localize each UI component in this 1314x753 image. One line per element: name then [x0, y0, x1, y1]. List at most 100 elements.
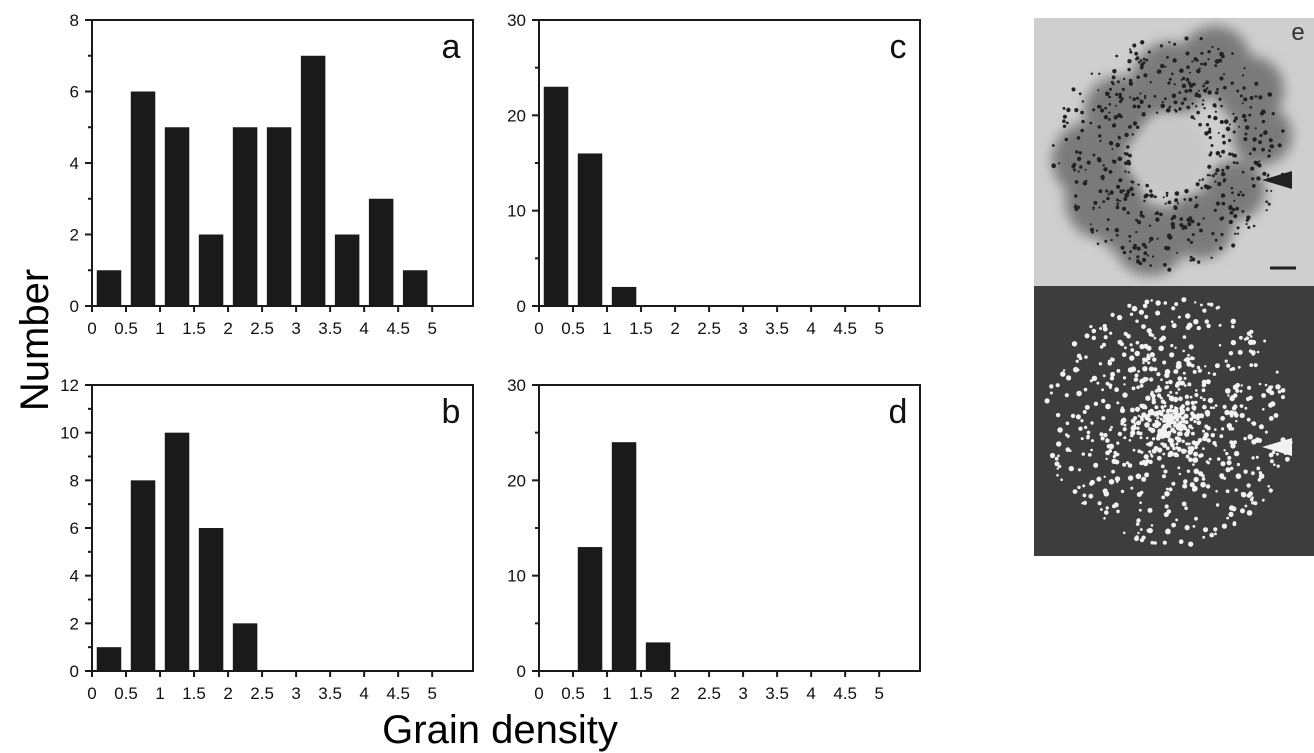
x-tick-label: 2.5 — [697, 319, 721, 338]
bar — [130, 480, 156, 671]
y-tick-label: 0 — [70, 662, 79, 681]
chart-panel-d: 0 10 20 30 0 0.5 1 1.5 2 2.5 3 3.5 4 4.5 5 d — [507, 376, 921, 703]
panel-label: d — [889, 393, 908, 431]
x-tick-label: 2.5 — [250, 319, 274, 338]
x-axis-label: Grain density — [382, 708, 618, 752]
y-tick-label: 8 — [70, 471, 79, 490]
bar — [577, 547, 603, 671]
x-tick-label: 4 — [359, 684, 368, 703]
x-tick-label: 1.5 — [629, 319, 653, 338]
y-tick-label: 0 — [517, 662, 526, 681]
y-tick-label: 6 — [70, 83, 79, 102]
bar — [300, 55, 326, 306]
x-tick-label: 4.5 — [386, 319, 410, 338]
micrograph-panel-e: e — [1034, 18, 1314, 556]
x-tick-label: 3.5 — [765, 684, 789, 703]
x-tick-label: 0 — [534, 319, 543, 338]
arrowhead-icon — [1262, 171, 1292, 189]
y-tick-label: 20 — [507, 471, 526, 490]
x-tick-label: 1.5 — [629, 684, 653, 703]
x-tick-label: 3 — [291, 319, 300, 338]
x-tick-label: 2 — [670, 319, 679, 338]
bar — [198, 528, 224, 671]
x-tick-label: 3 — [738, 684, 747, 703]
bar — [232, 623, 258, 671]
y-tick-label: 8 — [70, 11, 79, 30]
y-tick-label: 30 — [507, 376, 526, 395]
x-tick-label: 5 — [427, 684, 436, 703]
chart-panel-a: 0 2 4 6 8 0 0.5 1 1.5 2 2.5 3 3.5 4 4.5 5 a — [70, 11, 474, 338]
panel-label: c — [890, 28, 907, 66]
chart-panel-b: 0 2 4 6 8 10 12 0 0.5 1 1.5 2 2.5 3 3.5 4 4.5 5 b — [60, 376, 474, 703]
chart-panel-c: 0 10 20 30 0 0.5 1 1.5 2 2.5 3 3.5 4 4.5 5 c — [507, 11, 921, 338]
x-tick-label: 0.5 — [561, 684, 585, 703]
bar — [611, 286, 637, 306]
panel-label: b — [442, 393, 461, 431]
x-tick-label: 4.5 — [833, 319, 857, 338]
bar — [645, 642, 671, 671]
y-tick-label: 4 — [70, 567, 79, 586]
x-tick-label: 0.5 — [114, 319, 138, 338]
y-tick-label: 12 — [60, 376, 79, 395]
y-tick-label: 10 — [60, 424, 79, 443]
bar — [368, 198, 394, 306]
x-tick-label: 2.5 — [697, 684, 721, 703]
x-tick-label: 1 — [155, 319, 164, 338]
x-tick-label: 0.5 — [561, 319, 585, 338]
bar — [198, 234, 224, 306]
bar — [334, 234, 360, 306]
x-tick-label: 0 — [87, 684, 96, 703]
x-tick-label: 4.5 — [386, 684, 410, 703]
bar — [232, 127, 258, 306]
x-tick-label: 1 — [602, 684, 611, 703]
x-tick-label: 0 — [87, 319, 96, 338]
y-tick-label: 2 — [70, 226, 79, 245]
x-tick-label: 3.5 — [318, 684, 342, 703]
x-tick-label: 5 — [427, 319, 436, 338]
x-tick-label: 3.5 — [318, 319, 342, 338]
x-tick-label: 2 — [223, 684, 232, 703]
x-tick-label: 5 — [874, 684, 883, 703]
micrograph-label-e: e — [1291, 19, 1304, 46]
y-tick-label: 6 — [70, 519, 79, 538]
x-tick-label: 1 — [602, 319, 611, 338]
bar — [164, 432, 190, 671]
y-tick-label: 2 — [70, 614, 79, 633]
x-tick-label: 4.5 — [833, 684, 857, 703]
x-tick-label: 5 — [874, 319, 883, 338]
bar — [96, 270, 122, 306]
x-tick-label: 3 — [738, 319, 747, 338]
bar — [577, 153, 603, 306]
y-tick-label: 4 — [70, 154, 79, 173]
x-tick-label: 1.5 — [182, 319, 206, 338]
bar — [164, 127, 190, 306]
x-tick-label: 2 — [223, 319, 232, 338]
y-tick-label: 0 — [517, 297, 526, 316]
y-tick-label: 30 — [507, 11, 526, 30]
y-tick-label: 10 — [507, 202, 526, 221]
x-tick-label: 3 — [291, 684, 300, 703]
cell-ring-image — [1051, 26, 1292, 276]
y-axis-label: Number — [13, 269, 57, 411]
x-tick-label: 2 — [670, 684, 679, 703]
bar — [96, 647, 122, 671]
bar — [611, 442, 637, 671]
x-tick-label: 4 — [806, 684, 815, 703]
x-tick-label: 4 — [359, 319, 368, 338]
x-tick-label: 2.5 — [250, 684, 274, 703]
y-tick-label: 10 — [507, 567, 526, 586]
x-tick-label: 0 — [534, 684, 543, 703]
x-tick-label: 4 — [806, 319, 815, 338]
panel-label: a — [442, 28, 461, 66]
arrowhead-icon — [1262, 438, 1292, 456]
bar — [543, 86, 569, 306]
x-tick-label: 0.5 — [114, 684, 138, 703]
x-tick-label: 1.5 — [182, 684, 206, 703]
x-tick-label: 1 — [155, 684, 164, 703]
bar — [402, 270, 428, 306]
y-tick-label: 20 — [507, 106, 526, 125]
bar — [130, 91, 156, 306]
silver-grain-image — [1044, 297, 1293, 547]
bar — [266, 127, 292, 306]
